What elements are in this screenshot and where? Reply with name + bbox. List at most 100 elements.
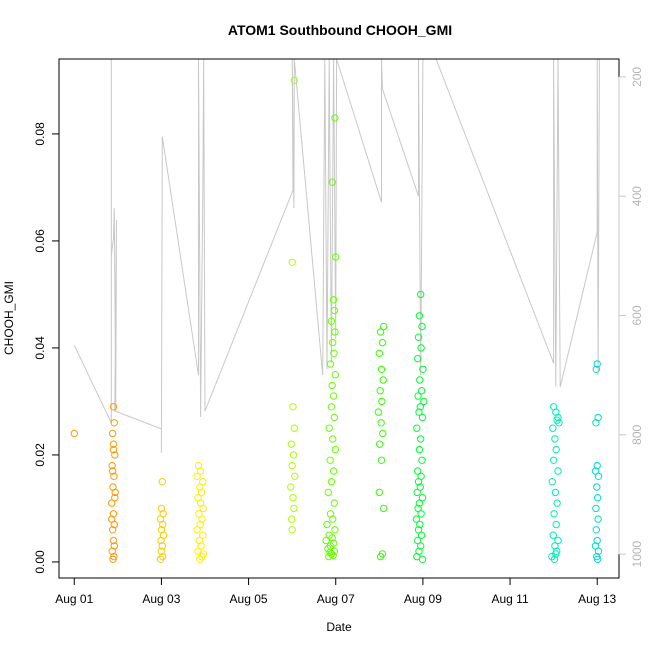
data-point: [375, 488, 383, 497]
data-point: [290, 76, 298, 85]
data-point: [374, 408, 383, 416]
data-point: [110, 472, 118, 480]
data-point: [328, 534, 336, 542]
data-point: [158, 478, 167, 486]
data-point: [594, 472, 603, 480]
secondary-y-axis: 200 400 600 800 1000: [618, 67, 644, 567]
x-tick-label: Aug 03: [142, 592, 180, 606]
data-point: [417, 435, 425, 443]
data-point: [329, 515, 337, 523]
data-point: [414, 467, 422, 475]
data-point: [417, 542, 425, 550]
data-point: [193, 472, 201, 480]
data-point: [327, 403, 336, 411]
data-point: [378, 397, 386, 406]
x-tick-label: Aug 01: [55, 592, 93, 606]
data-point: [415, 445, 424, 454]
data-point: [109, 510, 118, 518]
x-tick-label: Aug 09: [404, 592, 442, 606]
data-point: [375, 349, 383, 357]
data-point: [329, 467, 338, 475]
data-point: [108, 526, 117, 534]
data-point: [157, 504, 166, 513]
data-point: [331, 114, 339, 122]
data-point: [108, 515, 116, 523]
x-axis: Aug 01 Aug 03 Aug 05 Aug 07 Aug 09 Aug 11 Aug …: [55, 577, 617, 606]
data-point: [415, 312, 424, 320]
data-point: [378, 338, 387, 347]
data-point: [324, 544, 332, 553]
data-point: [70, 429, 79, 438]
data-point: [553, 499, 561, 507]
data-point: [378, 550, 387, 558]
data-point: [288, 258, 296, 266]
data-point: [380, 504, 388, 513]
data-point: [414, 504, 422, 513]
y-tick-label: 0.02: [33, 443, 47, 467]
data-point: [377, 419, 385, 427]
data-point: [551, 542, 559, 550]
secondary-y-tick-label: 400: [630, 186, 644, 206]
data-point: [328, 381, 336, 390]
points-layer: [70, 76, 603, 563]
data-point: [109, 403, 118, 411]
data-point: [376, 440, 384, 448]
data-point: [377, 365, 386, 373]
data-point: [594, 515, 602, 523]
data-point: [552, 520, 560, 529]
data-point: [326, 548, 334, 556]
data-point: [417, 290, 425, 299]
secondary-y-tick-label: 800: [630, 424, 644, 444]
y-tick-label: 0.04: [33, 336, 47, 360]
data-point: [593, 536, 601, 545]
data-point: [418, 555, 427, 563]
data-point: [108, 467, 117, 475]
data-point: [549, 424, 557, 432]
data-point: [287, 440, 295, 448]
secondary-series-line: [73, 58, 600, 453]
data-point: [322, 536, 330, 545]
data-point: [379, 376, 387, 384]
y-tick-label: 0.00: [33, 550, 47, 574]
data-point: [290, 504, 298, 513]
data-point: [376, 387, 384, 395]
data-point: [325, 424, 333, 432]
data-point: [417, 344, 425, 352]
data-point: [330, 499, 339, 507]
x-tick-label: Aug 07: [317, 592, 355, 606]
data-point: [554, 467, 562, 475]
data-point: [593, 494, 602, 502]
x-tick-label: Aug 13: [578, 592, 616, 606]
data-point: [288, 515, 296, 523]
data-point: [332, 253, 340, 261]
data-point: [414, 354, 422, 363]
chart-title: ATOM1 Southbound CHOOH_GMI: [228, 22, 452, 38]
data-point: [592, 365, 600, 373]
data-point: [288, 461, 296, 470]
data-point: [418, 456, 426, 464]
data-point: [592, 419, 600, 427]
data-point: [419, 365, 427, 373]
data-point: [417, 510, 425, 518]
data-point: [196, 520, 204, 529]
data-point: [414, 526, 423, 534]
data-point: [289, 494, 297, 502]
data-point: [111, 494, 119, 502]
data-point: [554, 536, 562, 545]
data-point: [412, 515, 421, 523]
data-point: [330, 413, 339, 422]
data-point: [331, 371, 339, 379]
data-point: [109, 445, 118, 454]
y-tick-label: 0.06: [33, 229, 47, 253]
data-point: [289, 451, 298, 459]
data-point: [158, 542, 167, 550]
data-point: [111, 451, 119, 459]
x-axis-label: Date: [326, 620, 352, 634]
data-point: [418, 413, 427, 422]
data-point: [593, 461, 601, 470]
data-point: [199, 550, 207, 558]
data-point: [417, 387, 426, 395]
data-point: [198, 515, 206, 523]
y-tick-label: 0.08: [33, 122, 47, 146]
